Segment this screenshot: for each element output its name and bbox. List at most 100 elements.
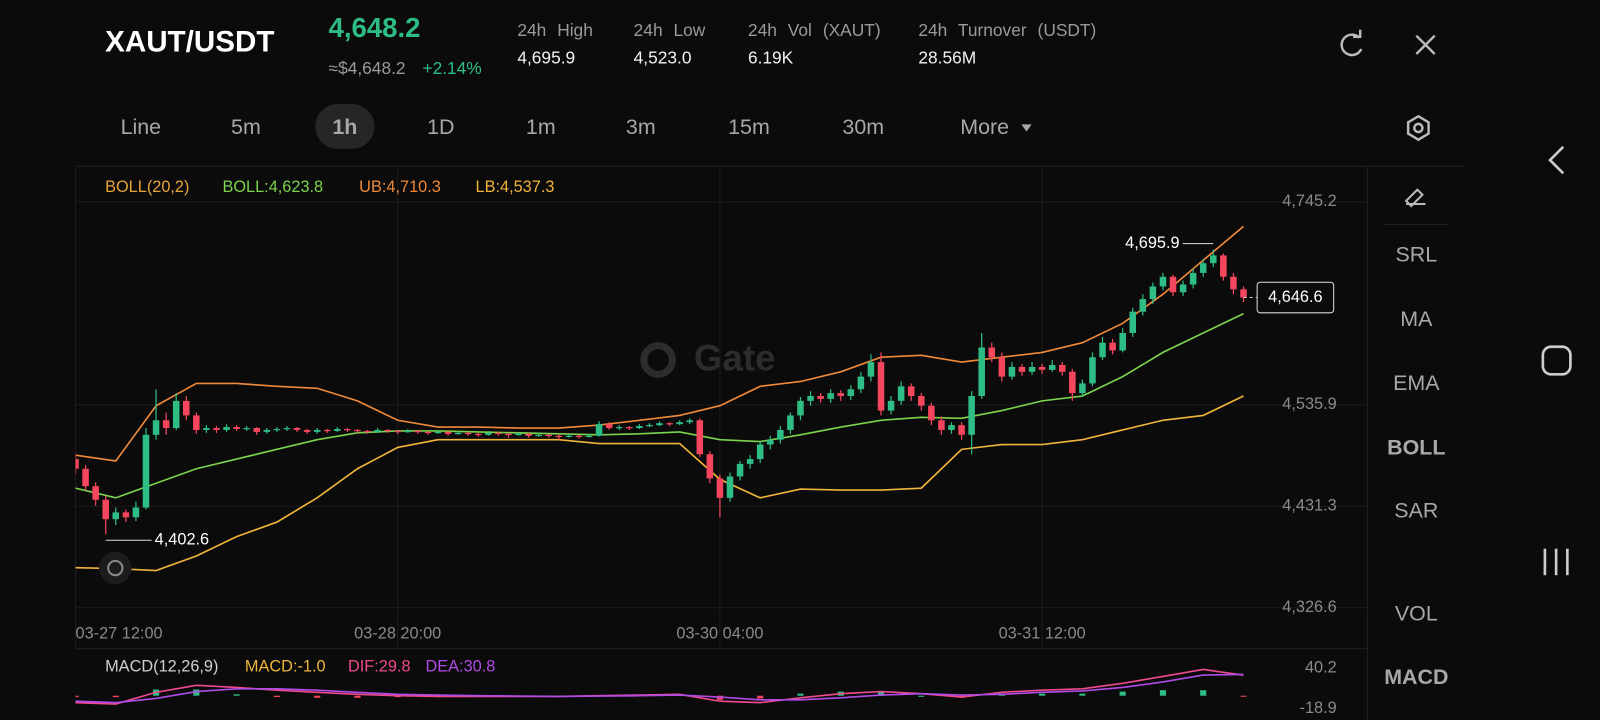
indicator-tool[interactable]: EMA [1393,371,1440,395]
candle-body [918,396,925,406]
candle-body [787,415,794,430]
y-tick-label: -18.9 [1300,699,1337,717]
timeframe-tab[interactable]: More [960,115,1009,139]
candle-body [132,507,140,518]
indicator-tool[interactable]: MA [1400,307,1433,331]
candle-body [334,428,341,431]
home-button[interactable] [1541,345,1572,376]
timeframe-tab[interactable]: 1h [332,115,357,139]
macd-bar [1159,690,1167,696]
timeframe-tab[interactable]: 15m [728,115,770,139]
candle-body [122,512,130,518]
settings-icon[interactable] [1406,114,1430,142]
timeframe-tab[interactable]: 30m [842,115,884,139]
candle-body [142,434,150,508]
candle-body [454,432,462,435]
candle-body [313,429,321,432]
candle-body [323,429,331,432]
x-tick-label: 03-31 12:00 [999,625,1086,643]
indicator-tool[interactable]: BOLL [1387,435,1445,459]
candle-body [1109,342,1116,351]
indicator-tool[interactable]: SAR [1394,499,1438,523]
back-button[interactable] [1548,145,1565,175]
candle-body [545,434,553,437]
stat-value: 4,523.0 [634,48,692,68]
candle-body [1230,276,1237,290]
macd-bar [233,694,240,696]
indicator-tool[interactable]: MACD [1384,665,1448,689]
plot-area [75,668,1247,705]
refresh-icon[interactable] [1340,29,1363,57]
timeframe-tab[interactable]: 1D [427,115,454,139]
candle-body [555,435,563,438]
candle-body [726,476,734,498]
timeframe-tab[interactable]: Line [121,115,161,139]
candle-body [1189,272,1197,285]
candle-body [535,434,542,437]
candle-body [766,439,774,445]
macd-bar [797,693,804,696]
more-caret[interactable] [1021,124,1032,132]
last-price-label: 4,646.6 [1268,288,1322,306]
timeframe-row: Line 5m 1h 1D 1m 3m 15m 30m More [121,115,1010,139]
macd-bar [877,692,885,696]
candle-body [837,393,845,397]
candle-body [907,386,915,397]
plot-area [75,225,1247,572]
pair-title: XAUT/USDT [105,26,274,59]
candle-body [938,420,945,430]
timeframe-tab[interactable]: 5m [231,115,261,139]
macd-bar [1079,693,1086,696]
candle-body [394,430,401,433]
recents-button[interactable] [1543,548,1569,576]
draw-icon[interactable] [1404,188,1426,208]
y-tick-label: 40.2 [1305,658,1337,676]
candle-body [1119,333,1126,351]
close-icon[interactable] [1415,34,1436,55]
candle-body [988,347,996,358]
timeframe-tab[interactable]: 3m [626,115,656,139]
indicator-tool[interactable]: SRL [1395,243,1437,267]
candle-body [948,425,955,430]
candle-body [1220,255,1227,277]
macd-chart: 40.2 -18.9 MACD(12,26,9) MACD:-1.0 DIF:29.8 D… [75,657,1337,717]
candle-body [857,376,865,390]
indicator-tool[interactable]: VOL [1395,602,1438,626]
chart-mode-icon[interactable] [98,551,132,585]
stat-value: 28.56M [918,48,976,68]
stat-value: 4,695.9 [517,48,575,68]
candle-body [756,444,764,460]
candle-body [515,433,522,436]
candle-body [777,429,784,440]
candle-body [525,433,532,436]
candle-body [303,429,311,432]
stat-label: 24h High [517,20,593,40]
candle-body [344,428,351,431]
candle-body [243,428,250,430]
candle-body [354,429,361,432]
candle-body [414,430,422,433]
candle-body [978,347,985,397]
macd-bar [314,695,321,698]
candle-body [706,454,714,479]
macd-bar [75,695,79,698]
timeframe-tab[interactable]: 1m [526,115,556,139]
candle-body [817,396,824,399]
watermark-text: Gate [694,338,776,379]
candle-body [1058,365,1066,372]
candle-body [152,420,160,435]
stats: 24h High 4,695.9 24h Low 4,523.0 24h Vol (XA… [517,20,1096,68]
y-tick-label: 4,326.6 [1282,598,1336,616]
candle-body [75,459,79,469]
candle-body [595,424,603,436]
candle-body [797,400,804,416]
legend-entry: DEA:30.8 [426,657,496,675]
candle-body [827,393,834,399]
candle-body [1079,383,1086,394]
legend-entry: LB:4,537.3 [476,178,555,196]
candle-body [1199,263,1207,273]
boll-line [75,312,1244,499]
legend-entry: UB:4,710.3 [359,178,441,196]
